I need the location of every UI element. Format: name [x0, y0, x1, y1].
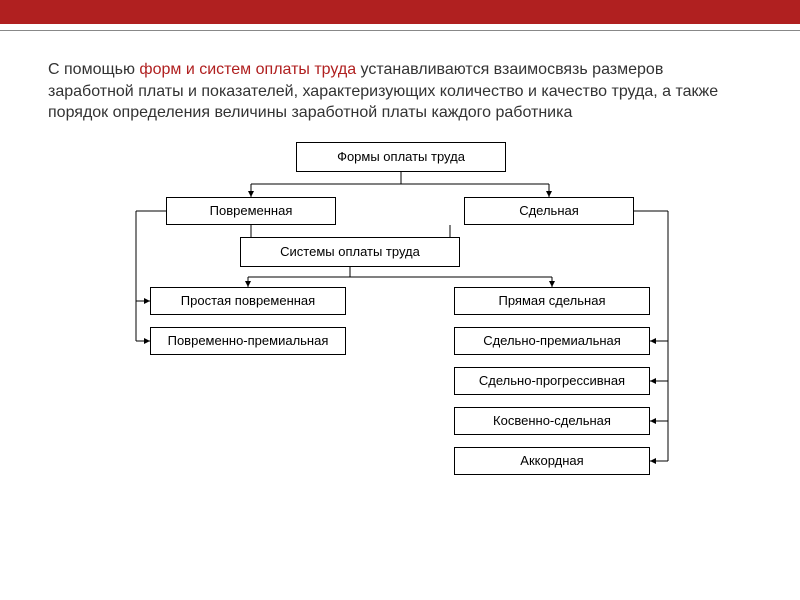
node-povremennaya: Повременная — [166, 197, 336, 225]
content-area: С помощью форм и систем оплаты труда уст… — [0, 31, 800, 562]
flowchart: Формы оплаты труда Повременная Сдельная … — [48, 142, 752, 562]
intro-accent: форм и систем оплаты труда — [139, 61, 356, 78]
node-sdelno-premialnaya: Сдельно-премиальная — [454, 327, 650, 355]
node-kosvenno-sdelnaya: Косвенно-сдельная — [454, 407, 650, 435]
node-root: Формы оплаты труда — [296, 142, 506, 172]
header-bar — [0, 0, 800, 24]
node-sistemy: Системы оплаты труда — [240, 237, 460, 267]
intro-prefix: С помощью — [48, 61, 139, 78]
node-akkordnaya: Аккордная — [454, 447, 650, 475]
node-povremenno-premialnaya: Повременно-премиальная — [150, 327, 346, 355]
intro-paragraph: С помощью форм и систем оплаты труда уст… — [48, 59, 752, 124]
node-pryamaya-sdelnaya: Прямая сдельная — [454, 287, 650, 315]
node-sdelnaya: Сдельная — [464, 197, 634, 225]
node-prostaya-povremennaya: Простая повременная — [150, 287, 346, 315]
node-sdelno-progressivnaya: Сдельно-прогрессивная — [454, 367, 650, 395]
